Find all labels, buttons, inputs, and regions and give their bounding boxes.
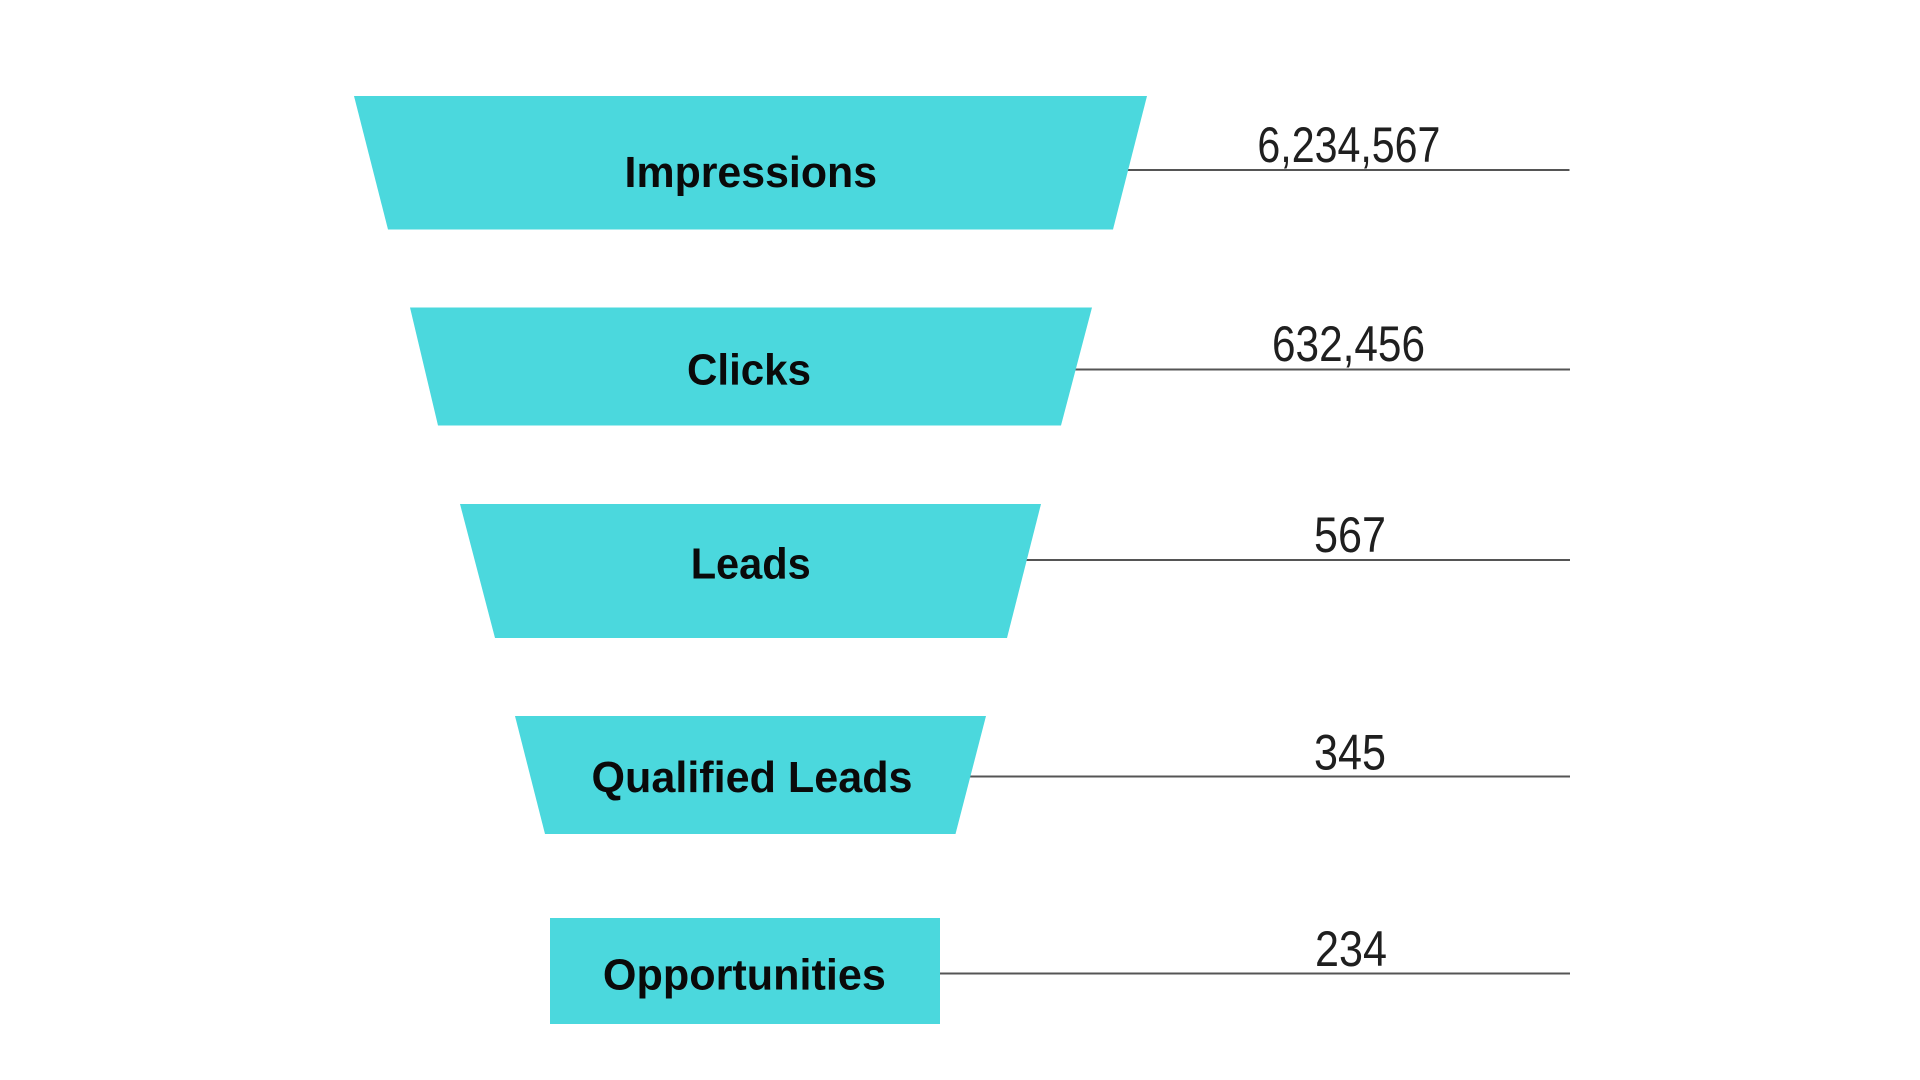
svg-text:Opportunities: Opportunities	[603, 950, 886, 999]
svg-text:345: 345	[1314, 725, 1386, 781]
svg-text:Qualified Leads: Qualified Leads	[592, 753, 913, 802]
svg-text:234: 234	[1315, 921, 1387, 977]
svg-text:567: 567	[1314, 507, 1386, 563]
svg-text:632,456: 632,456	[1272, 316, 1425, 372]
svg-text:6,234,567: 6,234,567	[1257, 117, 1440, 173]
svg-text:Impressions: Impressions	[625, 148, 878, 197]
svg-text:Leads: Leads	[691, 540, 811, 589]
svg-text:Clicks: Clicks	[687, 346, 811, 395]
